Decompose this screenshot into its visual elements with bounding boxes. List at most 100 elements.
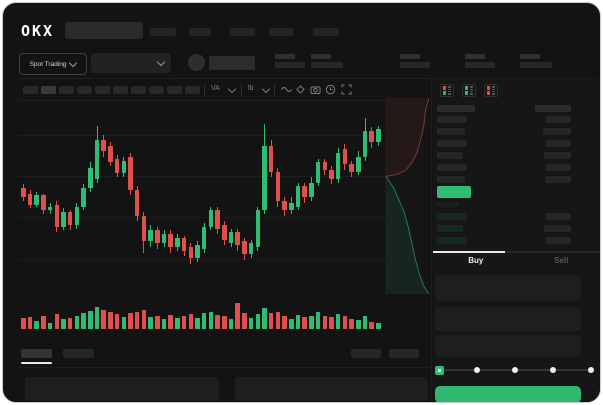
chevron-down-icon[interactable] bbox=[227, 84, 237, 94]
timeframe-button[interactable] bbox=[149, 86, 164, 94]
trade-input-field[interactable] bbox=[435, 307, 581, 331]
volume-bar bbox=[356, 319, 361, 329]
candle bbox=[181, 237, 187, 251]
timeframe-button[interactable] bbox=[23, 86, 38, 94]
timeframe-button[interactable] bbox=[59, 86, 74, 94]
candle bbox=[74, 206, 80, 225]
volume-bar bbox=[195, 317, 200, 329]
indicator-dropdown-2[interactable]: lb bbox=[248, 85, 253, 92]
mode-icon-row bbox=[487, 88, 495, 91]
slider-stop[interactable] bbox=[474, 367, 480, 373]
chevron-down-icon[interactable] bbox=[261, 84, 271, 94]
candle bbox=[34, 195, 39, 205]
volume-bar bbox=[315, 312, 321, 329]
candle bbox=[268, 145, 274, 172]
volume-bar bbox=[302, 317, 307, 329]
ask-row-amount bbox=[543, 128, 571, 135]
candle bbox=[248, 243, 254, 255]
volume-bar bbox=[369, 322, 374, 329]
chart-gridline bbox=[17, 176, 385, 178]
last-price-badge[interactable] bbox=[437, 186, 471, 198]
ticker-stat bbox=[465, 54, 495, 68]
ticker-stat-value-placeholder bbox=[311, 62, 343, 68]
ticker-stat-label-placeholder bbox=[275, 54, 295, 59]
candle bbox=[21, 188, 26, 198]
volume-bar bbox=[108, 312, 113, 329]
volume-bar bbox=[54, 314, 60, 329]
volume-bar bbox=[342, 315, 348, 329]
book-bids-icon[interactable] bbox=[462, 84, 476, 97]
bid-row-amount bbox=[546, 213, 571, 220]
timeframe-button[interactable] bbox=[113, 86, 128, 94]
candle bbox=[101, 140, 106, 152]
candle bbox=[369, 131, 374, 143]
timeframe-button[interactable] bbox=[95, 86, 110, 94]
fullscreen-icon[interactable] bbox=[341, 84, 352, 95]
search-input[interactable] bbox=[65, 22, 143, 39]
candle bbox=[208, 210, 214, 227]
volume-bar bbox=[41, 316, 46, 329]
mode-icon-line bbox=[448, 86, 451, 88]
volume-bar bbox=[242, 313, 247, 329]
candle bbox=[215, 210, 220, 229]
pair-dropdown[interactable] bbox=[91, 53, 171, 73]
trade-input-field[interactable] bbox=[435, 275, 581, 301]
book-split-icon[interactable] bbox=[440, 84, 454, 97]
timeframe-button[interactable] bbox=[167, 86, 182, 94]
slider-stop[interactable] bbox=[512, 367, 518, 373]
camera-icon[interactable] bbox=[310, 84, 321, 95]
timeframe-button[interactable] bbox=[185, 86, 200, 94]
eraser-icon[interactable] bbox=[295, 84, 306, 95]
timeframe-row bbox=[23, 86, 200, 94]
buy-submit-button[interactable] bbox=[435, 386, 581, 402]
candle bbox=[47, 206, 53, 211]
nav-item-placeholder[interactable] bbox=[313, 28, 339, 36]
slider-handle[interactable] bbox=[434, 365, 444, 375]
volume-bar bbox=[61, 318, 66, 329]
timeframe-button[interactable] bbox=[41, 86, 56, 94]
wave-icon[interactable] bbox=[281, 84, 292, 95]
market-type-selector[interactable]: Spot Trading bbox=[19, 53, 87, 75]
ticker-stat-label-placeholder bbox=[465, 54, 485, 59]
ask-row-amount bbox=[544, 152, 571, 159]
nav-item-placeholder[interactable] bbox=[230, 28, 255, 36]
volume-bar bbox=[208, 312, 214, 329]
candle bbox=[242, 241, 247, 255]
chart-gridline bbox=[17, 135, 385, 136]
nav-item-placeholder[interactable] bbox=[150, 28, 176, 36]
tab-sell[interactable]: Sell bbox=[554, 256, 569, 265]
candle bbox=[141, 215, 147, 242]
chevron-down-icon bbox=[156, 57, 166, 67]
clock-icon[interactable] bbox=[325, 84, 336, 95]
bottom-tab[interactable] bbox=[389, 349, 419, 358]
tab-buy[interactable]: Buy bbox=[468, 256, 484, 265]
volume-bar bbox=[161, 318, 167, 329]
depth-chart[interactable] bbox=[385, 98, 430, 294]
ticker-stat-value-placeholder bbox=[275, 62, 305, 68]
bottom-panel-placeholder[interactable] bbox=[235, 377, 428, 401]
okx-logo: OKX bbox=[21, 22, 55, 40]
nav-item-placeholder[interactable] bbox=[189, 28, 211, 36]
bottom-tab[interactable] bbox=[21, 349, 52, 358]
nav-item-placeholder[interactable] bbox=[269, 28, 293, 36]
slider-stop[interactable] bbox=[550, 367, 556, 373]
candle bbox=[235, 232, 240, 246]
candlestick-chart[interactable] bbox=[17, 101, 385, 293]
timeframe-button[interactable] bbox=[131, 86, 146, 94]
bottom-panel-placeholder[interactable] bbox=[25, 377, 219, 401]
toolbar-separator bbox=[274, 85, 275, 95]
candle bbox=[222, 224, 227, 240]
mode-icon-row bbox=[465, 92, 473, 95]
trade-input-field[interactable] bbox=[435, 335, 581, 357]
slider-stop[interactable] bbox=[588, 367, 594, 373]
timeframe-button[interactable] bbox=[77, 86, 92, 94]
indicator-dropdown-1[interactable]: VA bbox=[211, 85, 220, 92]
volume-bar bbox=[74, 315, 80, 329]
ticker-stat-label-placeholder bbox=[311, 54, 331, 59]
candle bbox=[282, 201, 287, 211]
bottom-tab[interactable] bbox=[351, 349, 381, 358]
book-asks-icon[interactable] bbox=[484, 84, 498, 97]
bottom-tab[interactable] bbox=[63, 349, 94, 358]
ask-row-price bbox=[437, 176, 465, 183]
